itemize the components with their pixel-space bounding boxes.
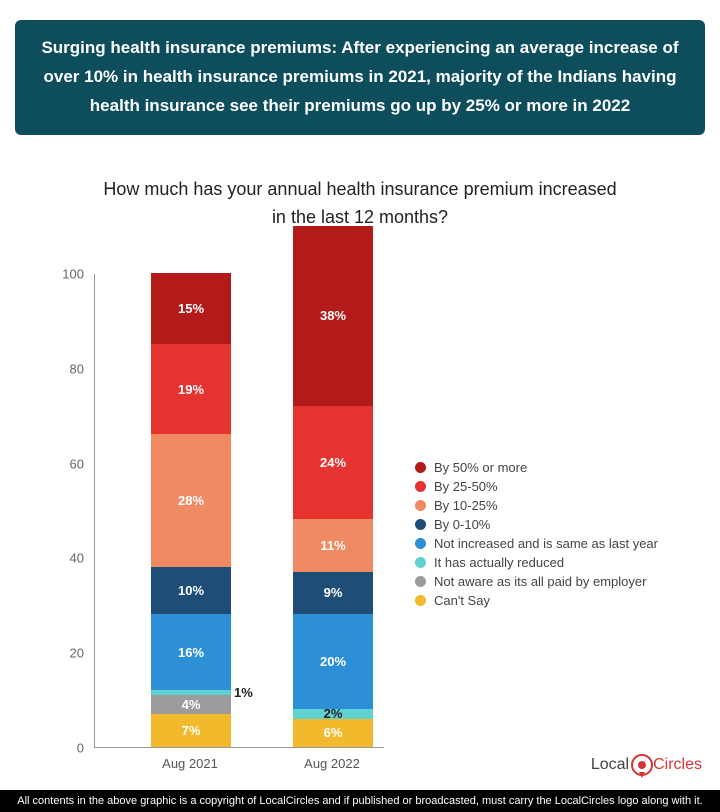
segment-label: 19% — [178, 382, 204, 397]
segment-same: 20% — [293, 614, 373, 709]
segment-reduced: 2% — [293, 709, 373, 718]
segment-label: 38% — [320, 308, 346, 323]
segment-s50plus: 38% — [293, 226, 373, 406]
copyright-footer: All contents in the above graphic is a c… — [0, 790, 720, 812]
legend-swatch-icon — [415, 500, 426, 511]
footer-text: All contents in the above graphic is a c… — [17, 795, 702, 807]
headline-text: Surging health insurance premiums: After… — [41, 38, 678, 115]
segment-s10_25: 11% — [293, 519, 373, 571]
bar-aug-2021: 15% 19% 28% 10% 16% 4% 7% — [151, 273, 231, 747]
legend-label: It has actually reduced — [434, 555, 564, 570]
legend-item: By 50% or more — [415, 460, 658, 475]
legend-swatch-icon — [415, 538, 426, 549]
question-line1: How much has your annual health insuranc… — [0, 175, 720, 204]
segment-employer: 4% — [151, 695, 231, 714]
legend-item: Not increased and is same as last year — [415, 536, 658, 551]
legend-label: Can't Say — [434, 593, 490, 608]
localcircles-logo: Local Circles — [591, 754, 702, 776]
legend-swatch-icon — [415, 462, 426, 473]
legend-swatch-icon — [415, 576, 426, 587]
segment-label: 28% — [178, 493, 204, 508]
legend-label: Not aware as its all paid by employer — [434, 574, 646, 589]
survey-question: How much has your annual health insuranc… — [0, 175, 720, 233]
segment-s25_50: 24% — [293, 406, 373, 520]
logo-text-local: Local — [591, 756, 629, 774]
segment-callout: 1% — [234, 685, 253, 700]
segment-s50plus: 15% — [151, 273, 231, 344]
legend: By 50% or more By 25-50% By 10-25% By 0-10%… — [415, 460, 658, 612]
y-axis: 020406080100 — [50, 274, 90, 774]
bar-aug-2022: 38% 24% 11% 9% 20% 2% 6% — [293, 226, 373, 747]
legend-swatch-icon — [415, 481, 426, 492]
legend-item: By 10-25% — [415, 498, 658, 513]
segment-label: 7% — [182, 723, 201, 738]
y-tick: 40 — [70, 551, 84, 566]
segment-s10_25: 28% — [151, 434, 231, 567]
headline-band: Surging health insurance premiums: After… — [15, 20, 705, 135]
segment-s25_50: 19% — [151, 344, 231, 434]
segment-label: 24% — [320, 455, 346, 470]
logo-mark-icon — [631, 754, 653, 776]
legend-swatch-icon — [415, 557, 426, 568]
legend-item: By 25-50% — [415, 479, 658, 494]
segment-same: 16% — [151, 614, 231, 690]
y-tick: 0 — [77, 741, 84, 756]
segment-s0_10: 10% — [151, 567, 231, 614]
y-tick: 20 — [70, 646, 84, 661]
legend-label: By 50% or more — [434, 460, 527, 475]
y-tick: 80 — [70, 361, 84, 376]
x-label: Aug 2022 — [292, 756, 372, 771]
legend-item: Not aware as its all paid by employer — [415, 574, 658, 589]
y-tick: 100 — [62, 267, 84, 282]
segment-cant_say: 7% — [151, 714, 231, 747]
chart-container: 020406080100 15%19%28%10%16%4%7%38%24%11… — [50, 274, 710, 774]
legend-swatch-icon — [415, 595, 426, 606]
segment-label: 15% — [178, 301, 204, 316]
legend-label: By 25-50% — [434, 479, 498, 494]
segment-label: 20% — [320, 654, 346, 669]
segment-label: 4% — [182, 697, 201, 712]
segment-label: 16% — [178, 645, 204, 660]
segment-cant_say: 6% — [293, 719, 373, 747]
segment-label: 11% — [320, 538, 345, 553]
legend-label: Not increased and is same as last year — [434, 536, 658, 551]
segment-label: 10% — [178, 583, 204, 598]
legend-item: By 0-10% — [415, 517, 658, 532]
legend-label: By 10-25% — [434, 498, 498, 513]
y-tick: 60 — [70, 456, 84, 471]
legend-item: Can't Say — [415, 593, 658, 608]
logo-text-circles: Circles — [653, 756, 702, 774]
x-label: Aug 2021 — [150, 756, 230, 771]
segment-label: 6% — [324, 725, 343, 740]
segment-label: 2% — [324, 706, 343, 721]
plot-area: 15% 19% 28% 10% 16% 4% 7% 38% 24% 11% 9% 20% 2% 6% — [94, 274, 384, 748]
legend-item: It has actually reduced — [415, 555, 658, 570]
legend-label: By 0-10% — [434, 517, 490, 532]
segment-label: 9% — [324, 585, 343, 600]
legend-swatch-icon — [415, 519, 426, 530]
segment-s0_10: 9% — [293, 572, 373, 615]
